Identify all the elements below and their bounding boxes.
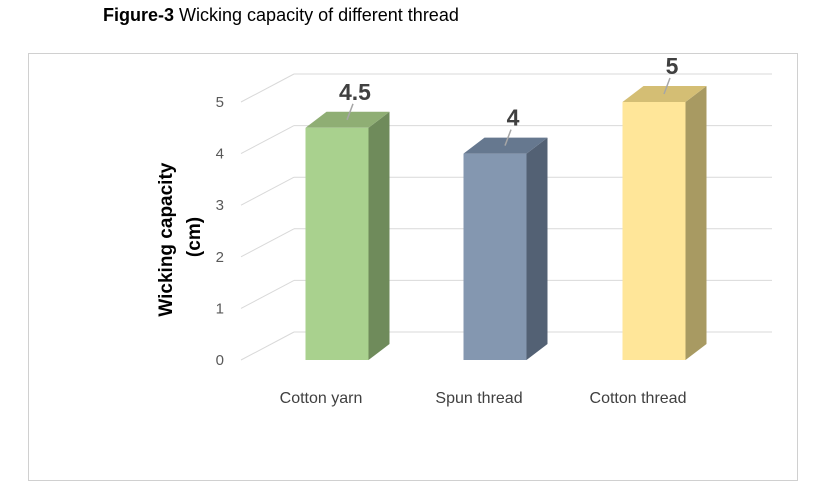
data-label-leader: [504, 129, 512, 146]
figure-caption: Figure-3 Wicking capacity of different t…: [103, 5, 459, 26]
chart-frame: [28, 53, 798, 481]
y-axis-title-line-2: (cm): [184, 217, 205, 257]
bar-side-face: [526, 137, 548, 360]
data-label-leader: [346, 103, 354, 121]
category-label: Spun thread: [435, 390, 522, 407]
gridline-diagonal: [240, 331, 295, 361]
labels: 0 1 2 3 4 5 4.5 Cotton yarn 4 Spun thread 5 Cotton …: [216, 53, 687, 407]
y-axis-title-line-1: Wicking capacity: [156, 162, 177, 316]
gridline-diagonal: [240, 279, 295, 309]
data-label: 4: [507, 105, 520, 131]
figure-number: Figure-3: [103, 5, 175, 25]
y-tick-label: 2: [216, 249, 224, 266]
data-label: 4.5: [339, 79, 371, 105]
bar-side-face: [685, 86, 707, 360]
gridline-diagonal: [240, 228, 295, 258]
data-label: 5: [666, 53, 679, 79]
bar: [622, 102, 686, 360]
category-label: Cotton thread: [590, 390, 687, 407]
y-tick-label: 3: [216, 197, 224, 214]
bars: [305, 86, 707, 360]
gridline-diagonal: [240, 176, 295, 206]
y-tick-label: 5: [216, 94, 224, 111]
gridline-diagonal: [240, 73, 295, 103]
bar-side-face: [368, 111, 390, 360]
category-label: Cotton yarn: [280, 390, 363, 407]
y-axis-title: Wicking capacity (cm): [156, 157, 205, 316]
bar: [305, 127, 369, 360]
bar: [463, 153, 527, 360]
y-tick-label: 0: [216, 352, 224, 369]
figure-title: Wicking capacity of different thread: [179, 5, 459, 25]
y-tick-label: 1: [216, 300, 224, 317]
data-label-leader: [663, 77, 671, 95]
y-tick-label: 4: [216, 146, 224, 163]
gridline-diagonal: [240, 125, 295, 155]
